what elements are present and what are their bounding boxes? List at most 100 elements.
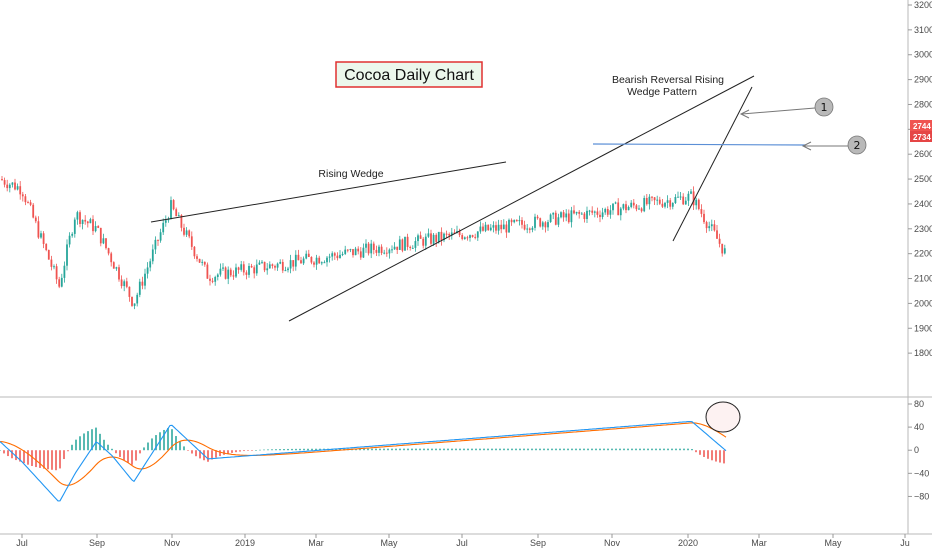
candle-body bbox=[710, 224, 713, 227]
candle-body bbox=[372, 243, 375, 250]
price-tick-label: 2500 bbox=[914, 174, 932, 184]
candle-body bbox=[86, 221, 89, 224]
candle-body bbox=[318, 257, 321, 264]
candle-body bbox=[450, 232, 453, 236]
macd-histogram-bar bbox=[483, 448, 485, 451]
candle-body bbox=[320, 262, 323, 264]
macd-highlight-circle bbox=[705, 401, 741, 433]
candle-body bbox=[388, 249, 391, 254]
macd-histogram-bar bbox=[579, 448, 581, 451]
candle-body bbox=[73, 219, 76, 234]
candle-body bbox=[32, 204, 35, 218]
candle-body bbox=[154, 239, 157, 250]
candle-body bbox=[115, 267, 118, 269]
candle-body bbox=[146, 267, 149, 274]
candle-body bbox=[484, 224, 487, 231]
candle-body bbox=[268, 264, 271, 269]
candle-body bbox=[79, 212, 81, 225]
candle-body bbox=[419, 235, 422, 239]
candle-body bbox=[58, 279, 61, 287]
candle-body bbox=[300, 260, 302, 264]
candle-body bbox=[703, 213, 705, 223]
time-tick-label: Jul bbox=[456, 538, 468, 548]
bearish-wedge-lower-line bbox=[672, 86, 753, 242]
macd-histogram-bar bbox=[719, 450, 721, 463]
candle-body bbox=[424, 236, 427, 246]
macd-histogram-bar bbox=[559, 448, 561, 451]
macd-histogram-bar bbox=[51, 450, 53, 470]
candle-body bbox=[14, 182, 16, 190]
macd-histogram-bar bbox=[711, 450, 713, 461]
macd-histogram-bar bbox=[131, 450, 133, 465]
title-box bbox=[335, 61, 483, 88]
macd-histogram-bar bbox=[19, 450, 21, 462]
candle-body bbox=[552, 212, 555, 215]
candle-body bbox=[664, 202, 666, 207]
candle-body bbox=[510, 219, 513, 223]
candle-body bbox=[313, 262, 315, 265]
candle-body bbox=[700, 209, 703, 214]
candle-body bbox=[136, 294, 139, 304]
macd-histogram-bar bbox=[187, 450, 189, 451]
candle-body bbox=[250, 265, 253, 268]
macd-histogram-bar bbox=[379, 448, 381, 451]
candle-body bbox=[502, 224, 505, 230]
macd-histogram-bar bbox=[407, 448, 409, 451]
macd-histogram-bar bbox=[303, 448, 305, 451]
rising-wedge-label: Rising Wedge bbox=[318, 168, 383, 180]
macd-histogram-bar bbox=[119, 450, 121, 457]
price-tick-label: 2800 bbox=[914, 99, 932, 109]
candle-body bbox=[307, 253, 310, 257]
macd-histogram-bar bbox=[363, 448, 365, 451]
candle-body bbox=[674, 197, 677, 203]
badge-1-circle bbox=[814, 97, 834, 117]
candle-body bbox=[354, 248, 357, 256]
candle-body bbox=[336, 255, 339, 259]
candle-body bbox=[172, 200, 175, 210]
candle-body bbox=[326, 257, 328, 263]
candle-body bbox=[42, 233, 45, 244]
candle-body bbox=[523, 224, 526, 230]
candle-body bbox=[276, 263, 279, 268]
candle-body bbox=[310, 256, 313, 263]
candle-body bbox=[40, 233, 42, 238]
candle-body bbox=[557, 217, 560, 225]
macd-histogram-bar bbox=[143, 447, 145, 451]
macd-histogram-bar bbox=[683, 448, 685, 451]
candle-body bbox=[331, 253, 334, 257]
macd-histogram-bar bbox=[507, 448, 509, 451]
macd-histogram-bar bbox=[243, 450, 245, 452]
candle-body bbox=[526, 228, 529, 230]
macd-histogram-bar bbox=[259, 449, 261, 451]
last-price-tag-high bbox=[910, 120, 932, 131]
macd-histogram-bar bbox=[403, 448, 405, 451]
macd-histogram-bar bbox=[447, 448, 449, 451]
candle-body bbox=[614, 202, 617, 204]
candle-body bbox=[445, 233, 448, 235]
candle-body bbox=[638, 208, 640, 210]
macd-histogram-bar bbox=[63, 450, 65, 460]
macd-histogram-bar bbox=[703, 450, 705, 457]
candle-body bbox=[66, 244, 68, 266]
arrow-1-line bbox=[741, 107, 816, 115]
macd-histogram-bar bbox=[315, 448, 317, 451]
candle-body bbox=[432, 234, 435, 244]
candle-body bbox=[71, 233, 74, 236]
macd-histogram-bar bbox=[283, 449, 285, 451]
candle-body bbox=[125, 281, 128, 287]
macd-histogram-bar bbox=[587, 448, 589, 451]
candle-body bbox=[190, 236, 193, 247]
macd-histogram-bar bbox=[671, 448, 673, 451]
candle-body bbox=[242, 264, 245, 273]
candle-body bbox=[539, 218, 542, 227]
candle-body bbox=[406, 236, 409, 247]
price-tick-label: 1800 bbox=[914, 348, 932, 358]
candle-body bbox=[37, 221, 40, 238]
macd-histogram-bar bbox=[691, 448, 693, 451]
candle-body bbox=[697, 199, 700, 210]
macd-histogram-bar bbox=[615, 448, 617, 451]
candle-body bbox=[466, 237, 469, 239]
candle-body bbox=[209, 278, 211, 281]
candle-body bbox=[128, 286, 131, 297]
